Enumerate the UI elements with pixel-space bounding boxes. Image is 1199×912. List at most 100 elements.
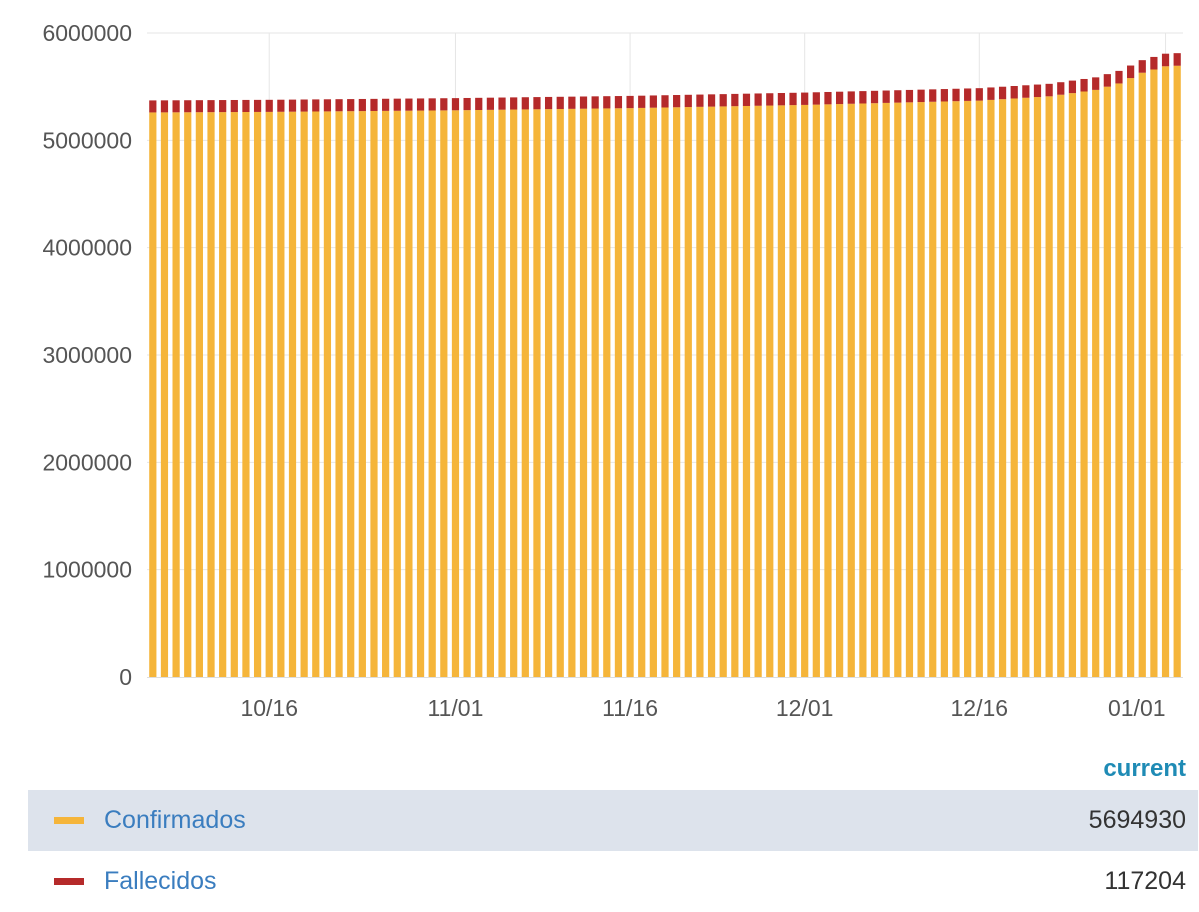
bar-fallecidos[interactable] xyxy=(603,96,611,109)
bar-fallecidos[interactable] xyxy=(1127,65,1135,79)
bar-confirmados[interactable] xyxy=(824,104,832,678)
bar-fallecidos[interactable] xyxy=(277,99,285,112)
bar-fallecidos[interactable] xyxy=(894,90,902,103)
bar-fallecidos[interactable] xyxy=(521,97,529,110)
bar-confirmados[interactable] xyxy=(929,101,937,677)
bar-fallecidos[interactable] xyxy=(987,87,995,100)
bar-fallecidos[interactable] xyxy=(801,92,809,105)
bar-fallecidos[interactable] xyxy=(510,97,518,110)
bar-fallecidos[interactable] xyxy=(1103,74,1111,87)
bar-confirmados[interactable] xyxy=(859,103,867,677)
bar-fallecidos[interactable] xyxy=(1010,85,1018,99)
bar-confirmados[interactable] xyxy=(882,102,890,677)
bar-fallecidos[interactable] xyxy=(253,99,262,112)
bar-fallecidos[interactable] xyxy=(393,98,401,111)
bar-fallecidos[interactable] xyxy=(195,100,203,113)
bar-confirmados[interactable] xyxy=(405,110,413,678)
bar-confirmados[interactable] xyxy=(451,110,460,677)
bar-confirmados[interactable] xyxy=(486,109,495,678)
bar-confirmados[interactable] xyxy=(603,108,611,677)
bar-confirmados[interactable] xyxy=(1080,91,1088,678)
bar-confirmados[interactable] xyxy=(696,106,704,677)
bar-confirmados[interactable] xyxy=(847,103,855,678)
bar-fallecidos[interactable] xyxy=(789,92,797,106)
bar-fallecidos[interactable] xyxy=(812,92,820,105)
bar-confirmados[interactable] xyxy=(149,112,157,678)
bar-confirmados[interactable] xyxy=(184,112,192,677)
bar-confirmados[interactable] xyxy=(940,101,948,678)
bar-confirmados[interactable] xyxy=(242,111,250,678)
bar-fallecidos[interactable] xyxy=(731,93,739,107)
bar-confirmados[interactable] xyxy=(219,112,227,677)
bar-fallecidos[interactable] xyxy=(1057,82,1065,95)
bar-confirmados[interactable] xyxy=(172,112,180,677)
bar-fallecidos[interactable] xyxy=(882,90,890,103)
bar-confirmados[interactable] xyxy=(777,105,786,678)
bar-confirmados[interactable] xyxy=(870,103,879,678)
bar-fallecidos[interactable] xyxy=(835,91,844,105)
bar-confirmados[interactable] xyxy=(905,102,914,677)
bar-confirmados[interactable] xyxy=(754,105,762,678)
bar-confirmados[interactable] xyxy=(649,107,657,678)
bar-fallecidos[interactable] xyxy=(568,96,576,109)
bar-confirmados[interactable] xyxy=(498,109,506,677)
bar-confirmados[interactable] xyxy=(591,108,599,677)
bar-fallecidos[interactable] xyxy=(975,88,983,101)
bar-confirmados[interactable] xyxy=(801,104,809,677)
bar-confirmados[interactable] xyxy=(987,99,995,678)
bar-confirmados[interactable] xyxy=(661,107,669,678)
bar-confirmados[interactable] xyxy=(1161,66,1170,678)
bar-confirmados[interactable] xyxy=(731,106,739,677)
bar-fallecidos[interactable] xyxy=(707,94,716,107)
bar-confirmados[interactable] xyxy=(440,110,448,678)
bar-fallecidos[interactable] xyxy=(824,91,832,105)
bar-confirmados[interactable] xyxy=(335,111,343,677)
bar-fallecidos[interactable] xyxy=(498,97,506,110)
bar-fallecidos[interactable] xyxy=(475,97,483,110)
bar-fallecidos[interactable] xyxy=(172,100,180,113)
bar-confirmados[interactable] xyxy=(812,104,820,677)
bar-confirmados[interactable] xyxy=(1057,94,1065,677)
bar-confirmados[interactable] xyxy=(253,111,262,677)
legend-series-name[interactable]: Fallecidos xyxy=(104,867,217,895)
bar-fallecidos[interactable] xyxy=(1033,84,1042,98)
bar-fallecidos[interactable] xyxy=(905,89,914,103)
bar-confirmados[interactable] xyxy=(323,111,332,678)
bar-confirmados[interactable] xyxy=(358,111,366,677)
bar-fallecidos[interactable] xyxy=(323,99,332,112)
bar-confirmados[interactable] xyxy=(964,100,972,677)
bar-fallecidos[interactable] xyxy=(940,89,948,102)
bar-fallecidos[interactable] xyxy=(463,97,471,111)
bar-confirmados[interactable] xyxy=(835,104,844,677)
bar-fallecidos[interactable] xyxy=(684,94,692,108)
bar-fallecidos[interactable] xyxy=(486,97,495,110)
bar-confirmados[interactable] xyxy=(952,101,960,677)
bar-fallecidos[interactable] xyxy=(1092,77,1100,90)
bar-confirmados[interactable] xyxy=(1045,96,1053,678)
bar-confirmados[interactable] xyxy=(1127,78,1135,677)
bar-fallecidos[interactable] xyxy=(579,96,588,109)
bar-fallecidos[interactable] xyxy=(696,94,704,107)
bar-confirmados[interactable] xyxy=(1150,69,1158,677)
bar-fallecidos[interactable] xyxy=(1173,53,1181,66)
bar-fallecidos[interactable] xyxy=(1115,70,1123,84)
bar-confirmados[interactable] xyxy=(1138,72,1146,678)
bar-confirmados[interactable] xyxy=(416,110,425,677)
bar-confirmados[interactable] xyxy=(975,100,983,678)
bar-confirmados[interactable] xyxy=(638,107,646,678)
bar-confirmados[interactable] xyxy=(1115,83,1123,678)
bar-confirmados[interactable] xyxy=(998,99,1007,677)
bar-fallecidos[interactable] xyxy=(335,99,343,112)
bar-confirmados[interactable] xyxy=(719,106,727,677)
bar-confirmados[interactable] xyxy=(626,108,634,678)
bar-confirmados[interactable] xyxy=(614,108,623,678)
bar-fallecidos[interactable] xyxy=(859,91,867,104)
bar-confirmados[interactable] xyxy=(894,102,902,678)
bar-confirmados[interactable] xyxy=(1068,93,1077,677)
bar-confirmados[interactable] xyxy=(312,111,320,678)
bar-confirmados[interactable] xyxy=(533,109,541,678)
bar-fallecidos[interactable] xyxy=(160,100,169,113)
bar-fallecidos[interactable] xyxy=(870,90,879,104)
bar-confirmados[interactable] xyxy=(544,109,553,677)
bar-confirmados[interactable] xyxy=(742,105,751,677)
